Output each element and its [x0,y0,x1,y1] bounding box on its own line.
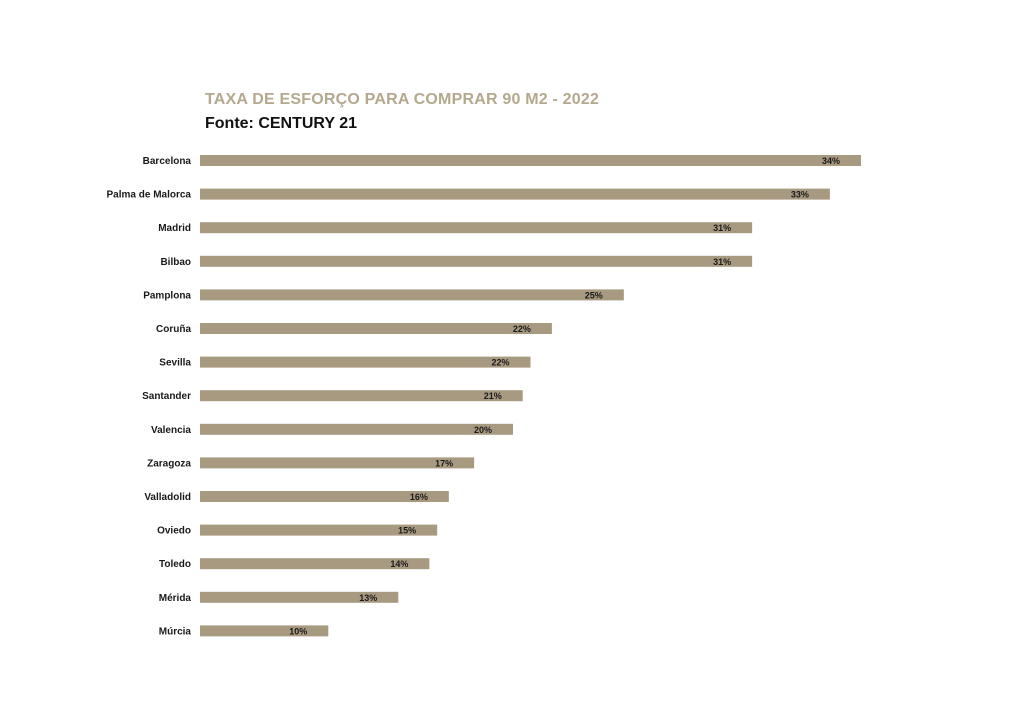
data-label: 10% [289,626,307,636]
data-label: 16% [410,492,428,502]
data-label: 20% [474,425,492,435]
data-label: 14% [390,559,408,569]
bar [200,524,438,536]
category-label: Barcelona [143,156,192,167]
bar [200,188,830,200]
category-label: Pamplona [143,290,191,301]
data-label: 33% [791,190,809,200]
chart-subtitle: Fonte: CENTURY 21 [205,115,358,132]
data-label: 21% [484,391,502,401]
bar [200,222,753,234]
category-label: Oviedo [157,526,191,537]
category-label: Coruña [156,324,191,335]
bar [200,289,624,301]
bar [200,323,552,334]
bar [200,255,753,267]
data-label: 31% [713,257,731,267]
data-label: 34% [822,156,840,166]
bar [200,457,475,469]
bar [200,491,449,502]
category-label: Palma de Malorca [107,190,192,201]
category-label: Bilbao [160,257,191,268]
data-label: 13% [359,593,377,603]
bar [200,155,861,166]
bar [200,356,531,368]
chart-title: TAXA DE ESFORÇO PARA COMPRAR 90 M2 - 202… [205,91,600,108]
category-label: Mérida [159,593,192,604]
data-label: 15% [398,526,416,536]
data-label: 22% [491,358,509,368]
bar [200,625,329,637]
category-label: Santander [142,391,191,402]
category-label: Toledo [159,559,191,570]
category-label: Valencia [151,425,191,436]
data-label: 17% [435,458,453,468]
bar [200,390,523,402]
category-label: Valladolid [144,492,191,503]
data-label: 31% [713,223,731,233]
data-label: 22% [513,324,531,334]
bar [200,591,399,603]
category-label: Sevilla [159,358,191,369]
category-label: Múrcia [159,626,192,637]
bars-group: Barcelona 34% Palma de Malorca 33% Madrid 31%… [107,155,861,637]
category-label: Madrid [158,223,191,234]
bar [200,558,430,570]
category-label: Zaragoza [147,458,191,469]
data-label: 25% [585,290,603,300]
bar [200,423,514,435]
